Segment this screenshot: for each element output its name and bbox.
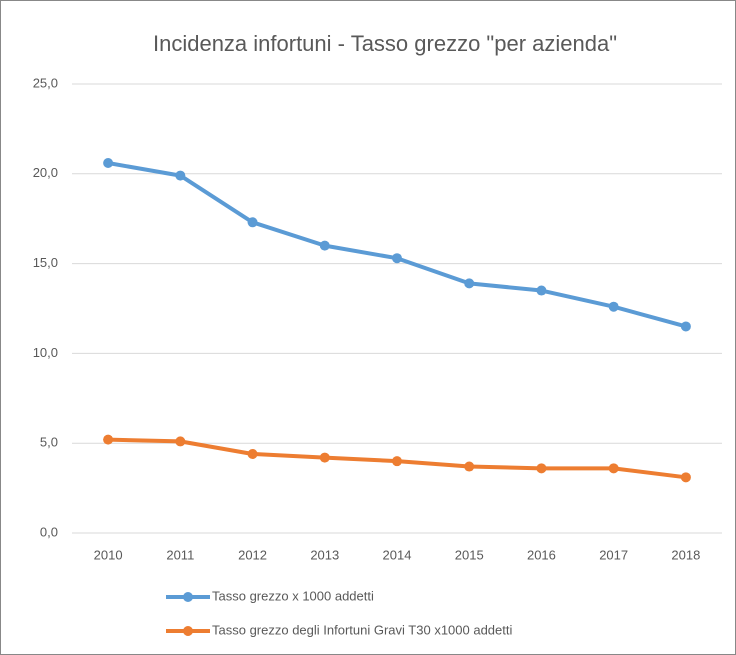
x-tick-label: 2017 bbox=[599, 547, 628, 562]
legend-marker bbox=[183, 626, 193, 636]
y-tick-label: 0,0 bbox=[40, 524, 58, 539]
x-tick-label: 2014 bbox=[383, 547, 412, 562]
data-point bbox=[319, 240, 330, 251]
data-point bbox=[103, 158, 114, 169]
data-point bbox=[392, 456, 402, 467]
data-point bbox=[680, 321, 691, 332]
legend-label: Tasso grezzo degli Infortuni Gravi T30 x… bbox=[212, 622, 512, 637]
data-point bbox=[464, 461, 475, 472]
x-tick-label: 2012 bbox=[238, 547, 267, 562]
x-tick-label: 2010 bbox=[94, 547, 123, 562]
x-tick-label: 2011 bbox=[166, 547, 194, 562]
y-tick-label: 5,0 bbox=[40, 435, 58, 450]
data-point bbox=[103, 434, 114, 445]
data-point bbox=[392, 253, 402, 264]
y-tick-label: 15,0 bbox=[33, 255, 58, 270]
data-point bbox=[536, 285, 547, 296]
x-tick-label: 2018 bbox=[671, 547, 700, 562]
y-tick-label: 25,0 bbox=[33, 75, 58, 90]
chart-title: Incidenza infortuni - Tasso grezzo "per … bbox=[153, 31, 617, 56]
data-point bbox=[247, 448, 258, 459]
y-tick-label: 20,0 bbox=[33, 165, 58, 180]
x-tick-label: 2015 bbox=[455, 547, 484, 562]
legend-marker bbox=[183, 592, 193, 602]
x-tick-label: 2013 bbox=[310, 547, 339, 562]
legend-label: Tasso grezzo x 1000 addetti bbox=[212, 588, 374, 603]
data-point bbox=[536, 463, 547, 474]
data-point bbox=[319, 452, 330, 463]
data-point bbox=[608, 301, 619, 312]
data-point bbox=[464, 278, 475, 289]
data-point bbox=[247, 217, 258, 228]
y-tick-label: 10,0 bbox=[33, 345, 58, 360]
data-point bbox=[680, 472, 691, 483]
x-tick-label: 2016 bbox=[527, 547, 556, 562]
data-point bbox=[175, 170, 186, 181]
data-point bbox=[175, 436, 186, 447]
data-point bbox=[608, 463, 619, 474]
